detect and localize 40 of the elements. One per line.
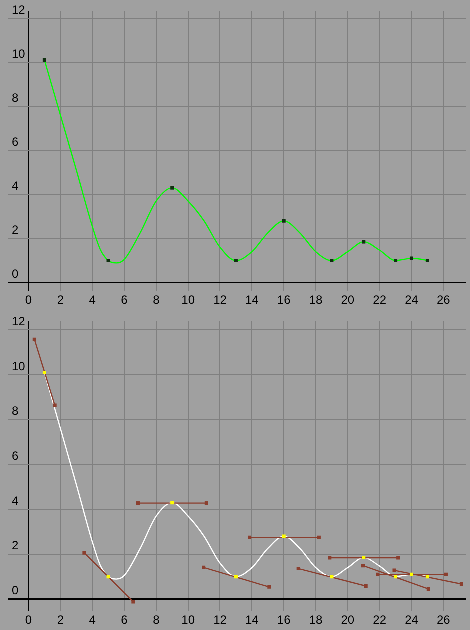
x-tick-label: 10 [182,613,196,628]
x-tick-label: 2 [57,293,64,308]
x-tick-label: 6 [121,613,128,628]
x-tick-label: 16 [277,293,292,308]
y-tick-label: 12 [12,2,26,17]
x-tick-label: 20 [341,613,355,628]
y-tick-label: 2 [12,538,19,553]
y-tick-label: 8 [12,404,19,418]
x-tick-label: 4 [89,293,96,308]
y-tick-label: 2 [12,223,19,238]
x-tick-label: 22 [373,293,387,308]
y-tick-label: 8 [12,90,19,105]
x-tick-label: 20 [341,293,355,308]
y-tick-label: 10 [12,46,26,61]
y-tick-label: 10 [12,359,26,374]
x-tick-label: 2 [57,613,64,628]
x-tick-label: 24 [405,613,419,628]
x-tick-label: 22 [373,613,387,628]
x-tick-label: 26 [436,613,451,628]
x-tick-label: 18 [309,613,323,628]
x-tick-label: 6 [121,293,128,308]
y-tick-label: 0 [12,584,19,598]
x-tick-label: 16 [277,613,292,628]
y-tick-label: 4 [12,494,19,508]
x-tick-label: 24 [405,293,419,308]
x-tick-label: 18 [309,293,323,308]
y-tick-label: 0 [12,267,19,282]
x-tick-label: 14 [245,613,260,628]
x-tick-label: 26 [436,293,451,308]
y-tick-label: 6 [12,449,19,464]
x-tick-label: 8 [153,613,160,628]
y-tick-label: 6 [12,134,19,149]
x-tick-label: 10 [182,293,196,308]
x-tick-label: 12 [214,613,228,628]
y-tick-label: 12 [12,314,26,328]
x-tick-label: 12 [214,293,228,308]
x-tick-label: 14 [245,293,260,308]
y-tick-label: 4 [12,178,19,193]
x-tick-label: 4 [89,613,96,628]
x-tick-label: 8 [153,293,160,308]
